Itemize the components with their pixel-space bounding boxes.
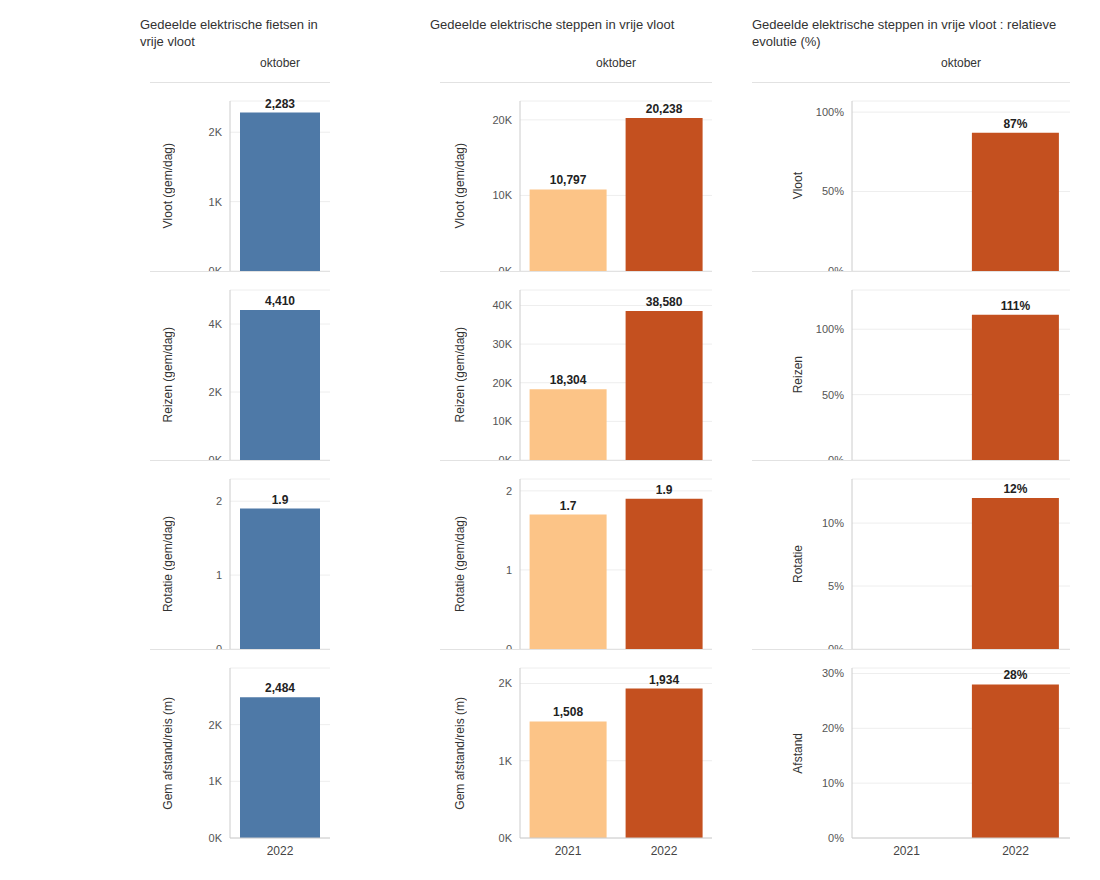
svg-text:20K: 20K [492,377,512,389]
html-text:Reizen: Reizen [791,356,805,394]
html-text:Gem afstand/reis (m): Gem afstand/reis (m) [161,696,175,810]
svg-text:4,410: 4,410 [265,294,295,308]
svg-text:10K: 10K [492,189,512,201]
svg-text:100%: 100% [816,106,844,118]
svg-text:12%: 12% [1003,482,1027,496]
svg-text:2K: 2K [209,386,223,398]
html-text:oktober: oktober [260,56,300,70]
svg-text:2021: 2021 [555,844,582,858]
svg-text:1K: 1K [209,196,223,208]
svg-text:111%: 111% [1001,299,1031,313]
html-text:Vloot: Vloot [791,172,805,200]
svg-text:0K: 0K [209,832,223,844]
html-text:Vloot (gem/dag): Vloot (gem/dag) [161,143,175,229]
svg-text:28%: 28% [1003,668,1027,682]
svg-text:50%: 50% [822,185,844,197]
svg-text:1.9: 1.9 [272,493,289,507]
svg-text:30%: 30% [822,667,844,679]
html-text:oktober: oktober [596,56,636,70]
svg-text:10%: 10% [822,517,844,529]
svg-text:18,304: 18,304 [550,373,587,387]
svg-text:38,580: 38,580 [646,295,683,309]
svg-text:1: 1 [216,569,222,581]
svg-text:4K: 4K [209,318,223,330]
svg-text:2021: 2021 [893,844,920,858]
svg-text:1,508: 1,508 [553,705,583,719]
svg-text:1,934: 1,934 [649,673,679,687]
svg-text:1K: 1K [209,775,223,787]
svg-text:2022: 2022 [651,844,678,858]
html-text:Gedeelde elektrische steppen i: Gedeelde elektrische steppen in vrije vl… [752,17,1057,49]
svg-text:0%: 0% [828,832,844,844]
svg-text:2K: 2K [209,126,223,138]
svg-text:2K: 2K [209,719,223,731]
svg-text:1.9: 1.9 [656,483,673,497]
svg-text:50%: 50% [822,389,844,401]
svg-text:10%: 10% [822,777,844,789]
html-text:Reizen (gem/dag): Reizen (gem/dag) [453,327,467,423]
svg-text:20K: 20K [492,114,512,126]
svg-text:40K: 40K [492,299,512,311]
html-text:oktober: oktober [941,56,981,70]
svg-text:20,238: 20,238 [646,102,683,116]
html-text:Gem afstand/reis (m): Gem afstand/reis (m) [453,696,467,810]
svg-text:10,797: 10,797 [550,173,587,187]
svg-text:30K: 30K [492,338,512,350]
html-text:Vloot (gem/dag): Vloot (gem/dag) [453,143,467,229]
svg-text:87%: 87% [1003,117,1027,131]
html-text:Gedeelde elektrische fietsen i: Gedeelde elektrische fietsen in vrije vl… [140,17,318,49]
svg-text:1K: 1K [499,755,513,767]
svg-text:2: 2 [216,495,222,507]
svg-text:2K: 2K [499,677,513,689]
html-text:Reizen (gem/dag): Reizen (gem/dag) [161,327,175,423]
html-text:Afstand: Afstand [791,732,805,774]
svg-text:2022: 2022 [267,844,294,858]
svg-text:0K: 0K [499,832,513,844]
svg-text:100%: 100% [816,323,844,335]
svg-text:2,484: 2,484 [265,681,295,695]
svg-text:2,283: 2,283 [265,97,295,111]
html-text:Gedeelde elektrische steppen i: Gedeelde elektrische steppen in vrije vl… [430,17,675,32]
svg-text:2022: 2022 [1002,844,1029,858]
svg-text:20%: 20% [822,722,844,734]
svg-text:5%: 5% [828,580,844,592]
svg-text:1.7: 1.7 [560,499,577,513]
html-text:Rotatie: Rotatie [791,545,805,583]
html-text:Rotatie (gem/dag): Rotatie (gem/dag) [453,516,467,612]
html-text:Rotatie (gem/dag): Rotatie (gem/dag) [161,516,175,612]
svg-text:2: 2 [506,485,512,497]
svg-text:10K: 10K [492,415,512,427]
svg-text:1: 1 [506,564,512,576]
